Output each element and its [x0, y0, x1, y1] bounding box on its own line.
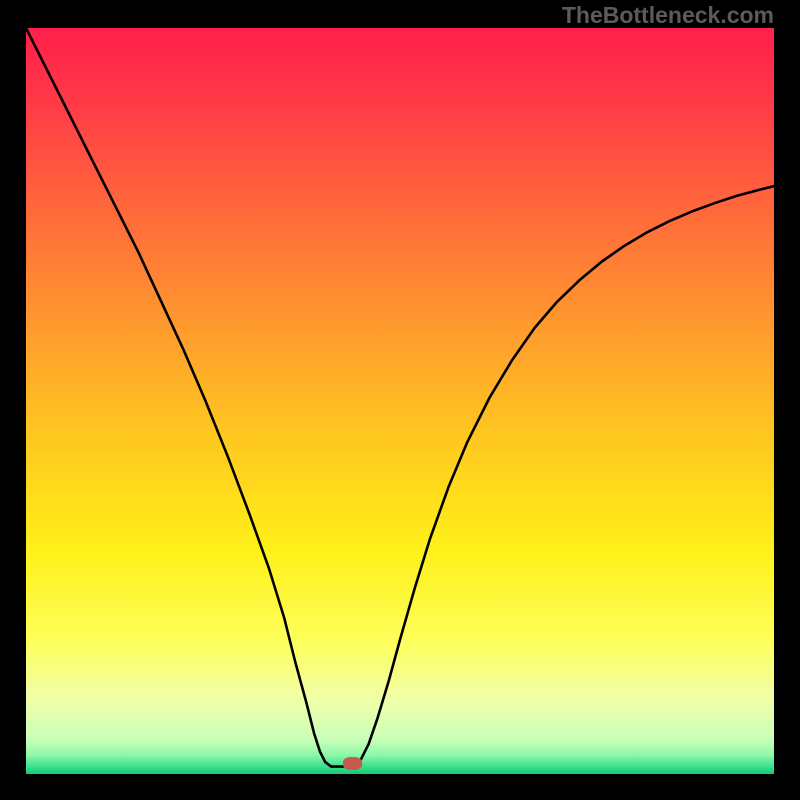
watermark-text: TheBottleneck.com: [562, 2, 774, 29]
plot-area: [26, 28, 774, 774]
optimum-marker: [343, 757, 362, 770]
